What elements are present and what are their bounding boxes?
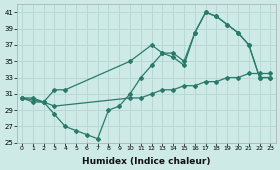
- X-axis label: Humidex (Indice chaleur): Humidex (Indice chaleur): [82, 157, 211, 166]
